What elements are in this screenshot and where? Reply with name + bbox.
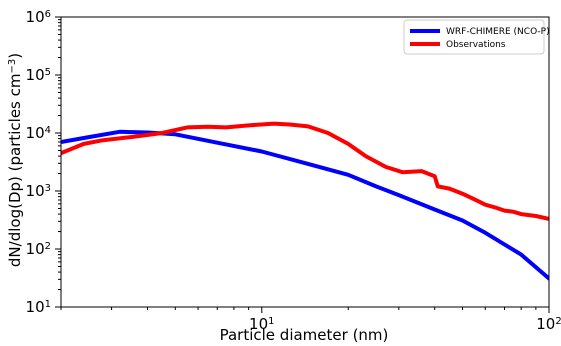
plot-lines [61, 121, 549, 281]
legend-label-observations: Observations [446, 40, 506, 50]
y-tick-label: 103 [26, 182, 51, 200]
x-axis-title: Particle diameter (nm) [220, 326, 389, 344]
plot-frame [60, 16, 550, 308]
y-tick-label: 105 [26, 66, 51, 84]
series-line-0 [61, 129, 549, 281]
y-axis-title-main: dN/dlog(Dp) (particles cm [6, 74, 24, 268]
x-tick-label: 101 [249, 315, 274, 333]
legend-label-model: WRF-CHIMERE (NCO-P) [446, 27, 550, 37]
legend: WRF-CHIMERE (NCO-P) Observations [403, 19, 550, 55]
series-line-1 [61, 121, 549, 221]
y-tick-label: 102 [26, 240, 51, 258]
axis-ticks: 101 102 101 102 103 104 105 106 [26, 8, 561, 333]
y-tick-label: 101 [26, 298, 51, 316]
y-tick-label: 106 [26, 8, 51, 26]
y-axis-title-close: ) [6, 53, 24, 59]
y-axis-title-superscript: −3 [7, 59, 18, 74]
y-tick-label: 104 [26, 124, 51, 142]
y-axis-title: dN/dlog(Dp) (particles cm−3) [6, 53, 24, 267]
x-tick-label: 102 [536, 315, 561, 333]
